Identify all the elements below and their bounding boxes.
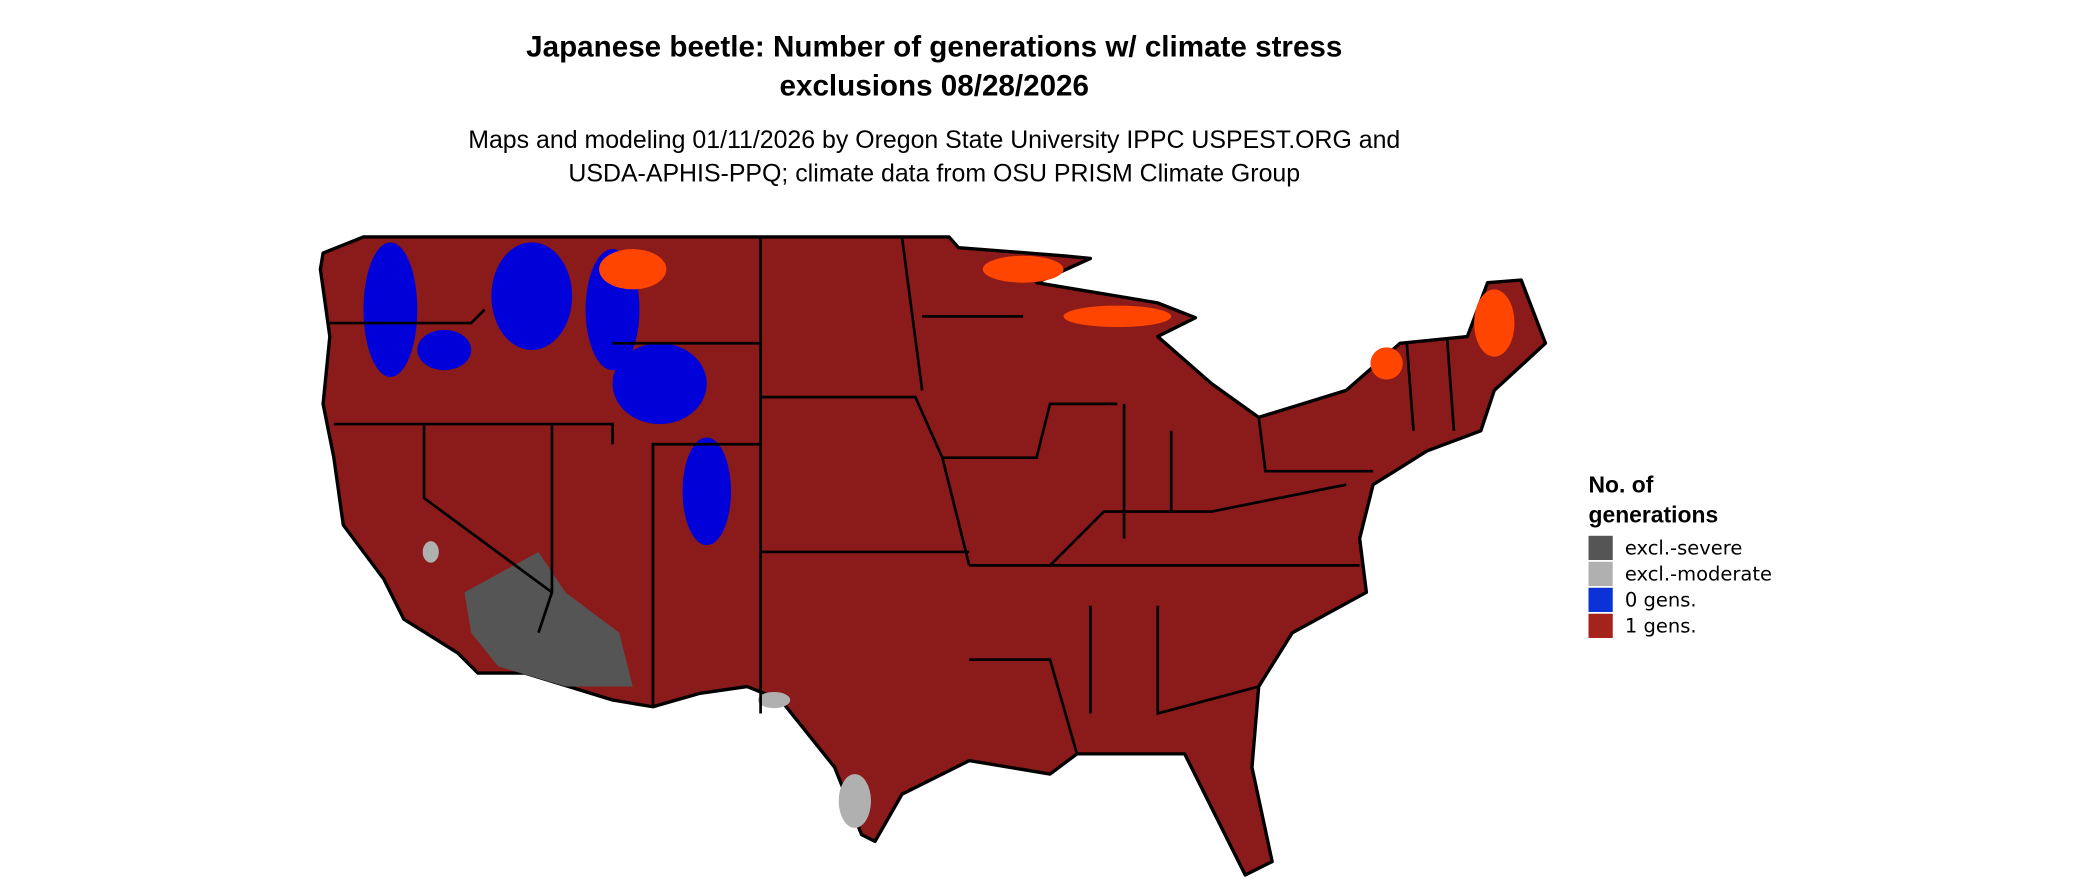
legend-swatch: [1588, 535, 1613, 561]
legend-items: excl.-severe excl.-moderate 0 gens. 1 gens.: [1588, 535, 1772, 638]
legend-title: No. of: [1589, 472, 1654, 498]
title-line: exclusions 08/28/2026: [780, 70, 1089, 103]
legend-swatch: [1588, 561, 1613, 587]
legend-label: 0 gens.: [1625, 589, 1697, 612]
moderate-areas: [422, 541, 871, 828]
figure-layer: Japanese beetle: Number of generations w…: [318, 31, 1772, 877]
legend: No. of generations excl.-severe excl.-mod…: [1588, 472, 1772, 638]
legend-swatch: [1588, 587, 1613, 612]
legend-label: 1 gens.: [1625, 615, 1697, 638]
subtitle-line: USDA-APHIS-PPQ; climate data from OSU PR…: [568, 160, 1300, 188]
subtitle-line: Maps and modeling 01/11/2026 by Oregon S…: [468, 126, 1400, 154]
title-line: Japanese beetle: Number of generations w…: [526, 31, 1342, 64]
legend-label: excl.-moderate: [1625, 563, 1772, 586]
legend-label: excl.-severe: [1625, 537, 1743, 560]
state-borders: [329, 236, 1456, 755]
us-map: [318, 235, 1548, 877]
border-areas: [599, 249, 1515, 380]
severe-areas: [464, 551, 633, 687]
legend-swatch: [1588, 613, 1613, 638]
legend-title: generations: [1589, 501, 1719, 527]
